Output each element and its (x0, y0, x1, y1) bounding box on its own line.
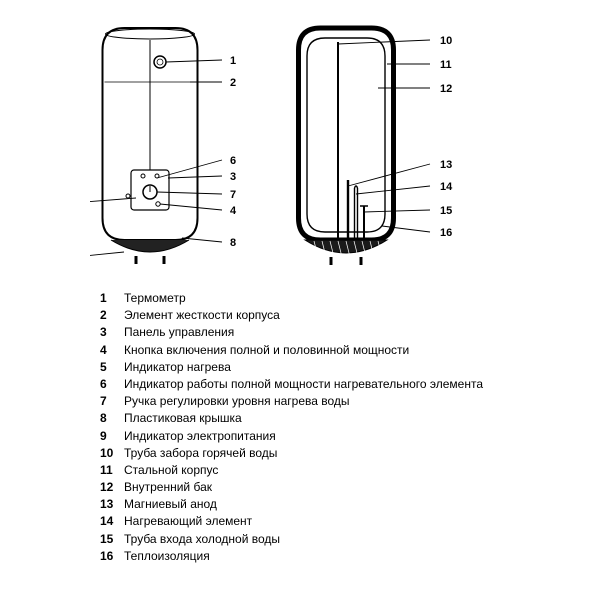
legend-number: 11 (100, 462, 124, 478)
legend-text: Панель управления (124, 324, 520, 340)
legend-row: 8Пластиковая крышка (100, 410, 520, 426)
legend-row: 2Элемент жесткости корпуса (100, 307, 520, 323)
legend-text: Элемент жесткости корпуса (124, 307, 520, 323)
legend-text: Магниевый анод (124, 496, 520, 512)
legend-row: 1Термометр (100, 290, 520, 306)
svg-text:4: 4 (230, 205, 237, 217)
legend-number: 8 (100, 410, 124, 426)
legend-number: 4 (100, 342, 124, 358)
legend-number: 3 (100, 324, 124, 340)
svg-text:16: 16 (440, 227, 452, 239)
legend-number: 5 (100, 359, 124, 375)
legend-number: 7 (100, 393, 124, 409)
diagram-area: 12637485910111213141516 (90, 20, 510, 270)
svg-text:1: 1 (230, 55, 236, 67)
svg-text:6: 6 (230, 155, 236, 167)
legend-number: 2 (100, 307, 124, 323)
legend-text: Труба забора горячей воды (124, 445, 520, 461)
legend-number: 6 (100, 376, 124, 392)
legend-number: 9 (100, 428, 124, 444)
legend-number: 1 (100, 290, 124, 306)
svg-text:12: 12 (440, 83, 452, 95)
legend-row: 9Индикатор электропитания (100, 428, 520, 444)
legend-text: Стальной корпус (124, 462, 520, 478)
svg-text:10: 10 (440, 35, 452, 47)
svg-text:14: 14 (440, 181, 453, 193)
legend-text: Индикатор электропитания (124, 428, 520, 444)
legend-row: 3Панель управления (100, 324, 520, 340)
legend-row: 5Индикатор нагрева (100, 359, 520, 375)
legend-row: 14Нагревающий элемент (100, 513, 520, 529)
legend-number: 16 (100, 548, 124, 564)
svg-text:3: 3 (230, 171, 236, 183)
legend-row: 13Магниевый анод (100, 496, 520, 512)
legend-text: Внутренний бак (124, 479, 520, 495)
legend-row: 11Стальной корпус (100, 462, 520, 478)
legend-text: Труба входа холодной воды (124, 531, 520, 547)
legend-row: 12Внутренний бак (100, 479, 520, 495)
legend-text: Пластиковая крышка (124, 410, 520, 426)
legend-text: Индикатор работы полной мощности нагрева… (124, 376, 520, 392)
svg-text:11: 11 (440, 59, 452, 71)
legend-number: 10 (100, 445, 124, 461)
legend-number: 12 (100, 479, 124, 495)
legend-row: 16Теплоизоляция (100, 548, 520, 564)
legend-text: Индикатор нагрева (124, 359, 520, 375)
legend-number: 13 (100, 496, 124, 512)
legend-number: 14 (100, 513, 124, 529)
legend-text: Нагревающий элемент (124, 513, 520, 529)
legend-row: 6Индикатор работы полной мощности нагрев… (100, 376, 520, 392)
svg-text:13: 13 (440, 159, 452, 171)
svg-text:7: 7 (230, 189, 236, 201)
legend-text: Ручка регулировки уровня нагрева воды (124, 393, 520, 409)
legend-number: 15 (100, 531, 124, 547)
legend-row: 10Труба забора горячей воды (100, 445, 520, 461)
exterior-view: 126374859 (90, 28, 237, 264)
parts-legend: 1Термометр2Элемент жесткости корпуса3Пан… (100, 290, 520, 565)
legend-row: 7Ручка регулировки уровня нагрева воды (100, 393, 520, 409)
svg-text:2: 2 (230, 77, 236, 89)
cutaway-view: 10 11 12 13 14 15 16 (299, 28, 454, 265)
svg-text:15: 15 (440, 205, 452, 217)
legend-row: 15Труба входа холодной воды (100, 531, 520, 547)
legend-text: Кнопка включения полной и половинной мощ… (124, 342, 520, 358)
legend-row: 4Кнопка включения полной и половинной мо… (100, 342, 520, 358)
legend-text: Теплоизоляция (124, 548, 520, 564)
legend-text: Термометр (124, 290, 520, 306)
svg-text:8: 8 (230, 237, 236, 249)
water-heater-diagram: 12637485910111213141516 (90, 20, 510, 270)
